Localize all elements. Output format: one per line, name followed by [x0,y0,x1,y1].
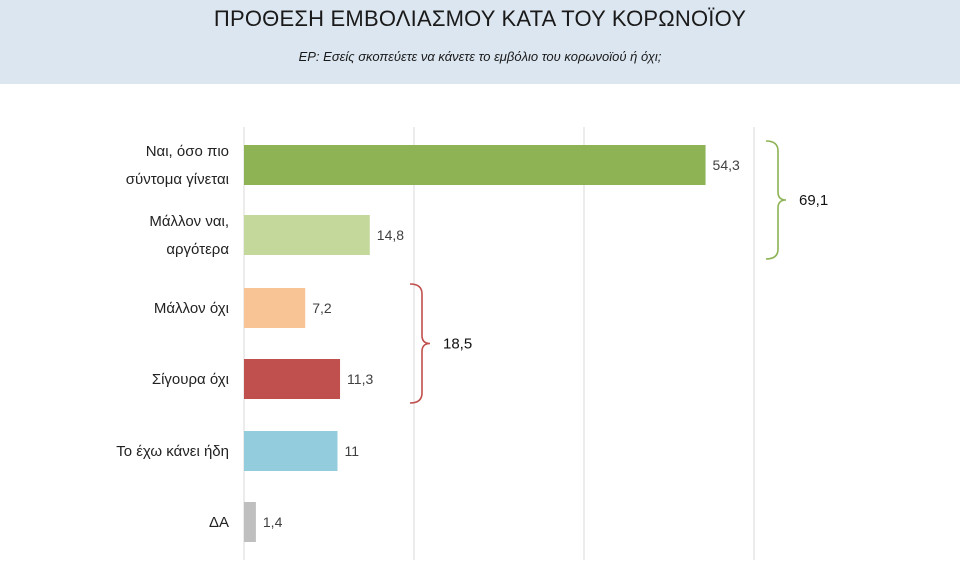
category-label: Το έχω κάνει ήδη [116,443,229,460]
bar [244,288,306,328]
bar [244,215,370,255]
value-label: 54,3 [713,157,740,173]
group-bracket [409,283,431,404]
chart-header: ΠΡΟΘΕΣΗ ΕΜΒΟΛΙΑΣΜΟΥ ΚΑΤΑ ΤΟΥ ΚΟΡΩΝΟΪΟΥ Ε… [0,0,960,84]
value-label: 14,8 [377,227,404,243]
bar [244,431,338,471]
bar [244,145,706,185]
value-label: 11 [345,443,360,459]
category-label: Μάλλον όχι [154,300,229,317]
value-label: 1,4 [263,514,283,530]
value-label: 7,2 [312,300,332,316]
category-label: αργότερα [166,241,229,258]
group-bracket [765,140,787,260]
bar [244,359,341,399]
group-total-label: 18,5 [443,336,472,353]
value-label: 11,3 [347,371,373,387]
category-label: Μάλλον ναι, [149,213,229,230]
category-label: Σίγουρα όχι [152,371,229,388]
chart-title: ΠΡΟΘΕΣΗ ΕΜΒΟΛΙΑΣΜΟΥ ΚΑΤΑ ΤΟΥ ΚΟΡΩΝΟΪΟΥ [213,6,747,31]
chart-subtitle: ΕΡ: Εσείς σκοπεύετε να κάνετε το εμβόλιο… [298,49,662,64]
category-label: Ναι, όσο πιο [146,143,229,160]
category-label: ΔΑ [209,514,229,531]
group-total-label: 69,1 [799,192,828,209]
category-label: σύντομα γίνεται [126,171,229,188]
bar [244,502,256,542]
